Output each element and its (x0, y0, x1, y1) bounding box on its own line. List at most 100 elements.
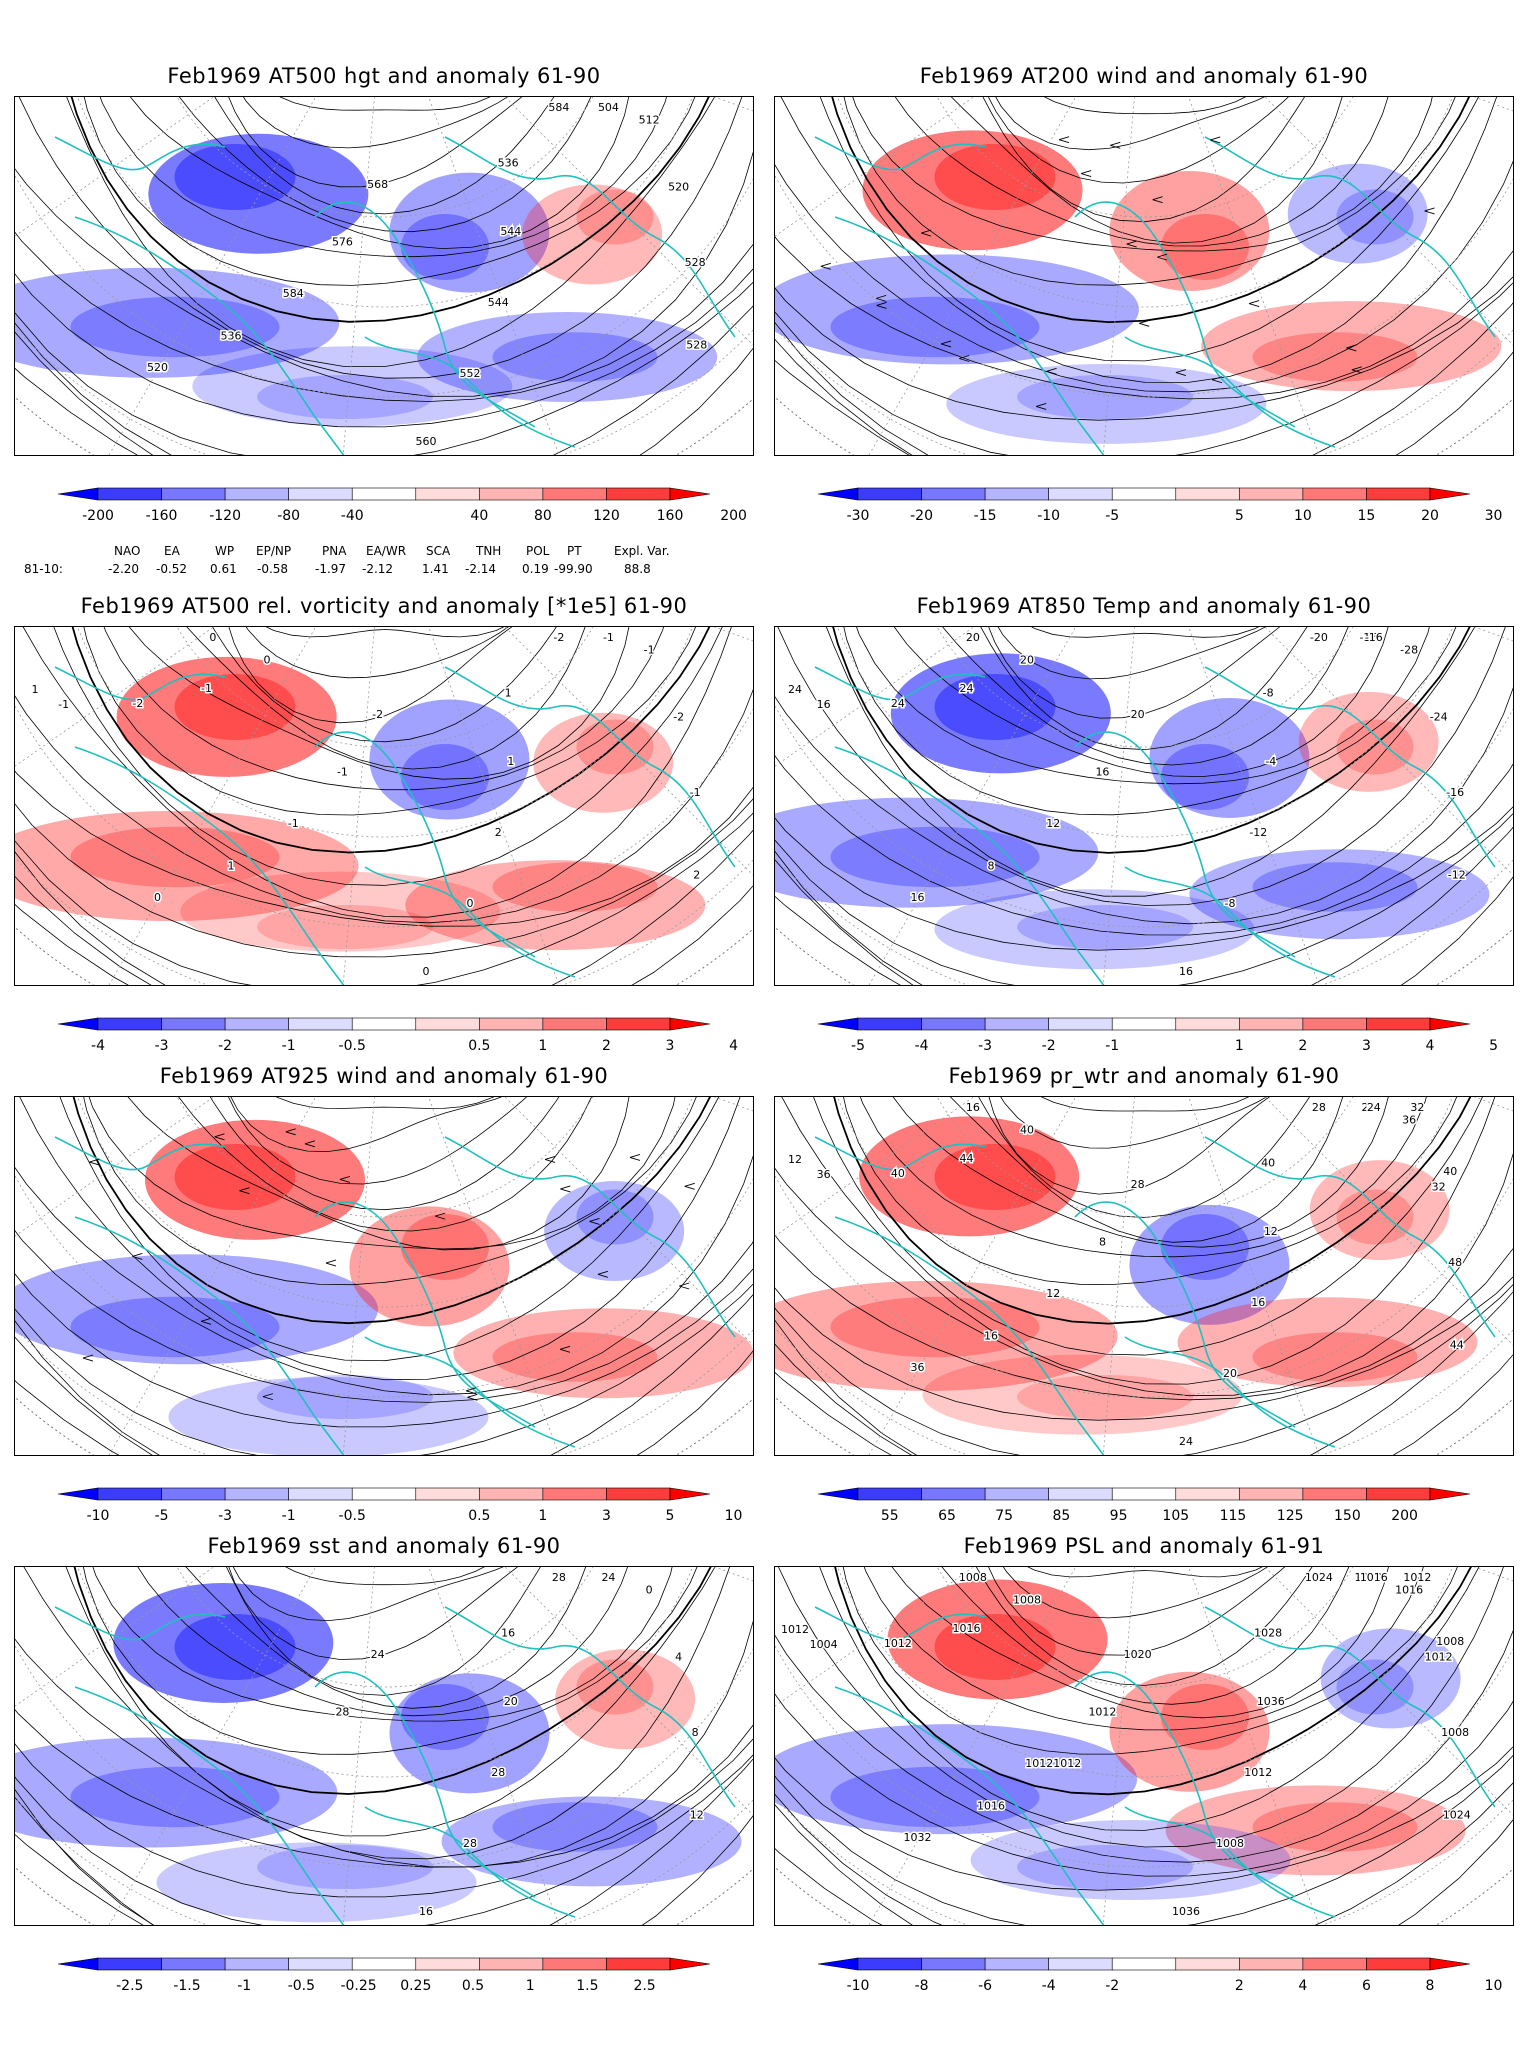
coastline (834, 1216, 1106, 1455)
contour-label: 36 (1402, 1113, 1416, 1126)
contour-label: 1024 (1305, 1571, 1333, 1584)
contour-label: 1012 (1244, 1766, 1272, 1779)
colorbar-swatch (415, 487, 480, 501)
contour-label: -28 (1400, 643, 1418, 656)
anomaly-shading (401, 1684, 489, 1750)
contour-line (835, 1567, 1477, 1755)
anomaly-shading (1161, 1684, 1249, 1750)
contour-label: 8 (988, 860, 995, 873)
colorbar-swatch (1302, 487, 1367, 501)
contour-line (980, 627, 1337, 680)
contour-label: 1012 (1088, 1706, 1116, 1719)
anomaly-shading (1252, 1332, 1418, 1382)
colorbar-extend-low (817, 1487, 859, 1501)
contour-label: 40 (891, 1167, 905, 1180)
contour-label: 32 (1432, 1180, 1446, 1193)
contour-label: 1024 (1443, 1809, 1471, 1822)
coastline (74, 1216, 346, 1455)
colorbar-tick-label: -30 (847, 508, 870, 524)
colorbar-swatch (224, 1957, 289, 1971)
contour-line (855, 1567, 1398, 1719)
colorbar-swatch (1048, 1017, 1113, 1031)
wind-arrow (1080, 170, 1092, 178)
anomaly-shading (257, 1845, 433, 1889)
contour-label: 504 (598, 101, 619, 114)
colorbar-tick-label: 150 (1334, 1508, 1361, 1524)
colorbar-swatch (542, 487, 607, 501)
colorbar-swatch (479, 1487, 544, 1501)
anomaly-shading (1161, 744, 1249, 810)
contour-label: 20 (1020, 654, 1034, 667)
wind-arrow (1110, 141, 1121, 149)
coastline (1124, 1806, 1336, 1918)
colorbar-tick-label: -6 (978, 1978, 992, 1994)
contour-label: 560 (415, 435, 436, 448)
colorbar-tick-label: -5 (1105, 508, 1119, 524)
contour-line (227, 97, 543, 111)
anomaly-shading (576, 1189, 654, 1245)
anomaly-shading (15, 267, 340, 378)
contour-line (74, 97, 715, 286)
contour-label: 20 (504, 1695, 518, 1708)
latitude-gridline (904, 97, 1386, 218)
contour-label: 528 (685, 256, 706, 269)
index-value: -0.58 (257, 562, 289, 576)
colorbar-tick-label: -1 (282, 1508, 296, 1524)
anomaly-shading (830, 296, 1040, 358)
coastline (1124, 866, 1336, 978)
index-value: 0.19 (522, 562, 549, 576)
contour-line (75, 1567, 717, 1755)
colorbar-swatch (857, 487, 922, 501)
contour-label: 2 (693, 869, 700, 882)
longitude-gridline (384, 627, 753, 699)
colorbar-extend-high (1429, 1487, 1471, 1501)
colorbar-tick-label: 2 (1235, 1978, 1244, 1994)
contour-label: 528 (686, 339, 707, 352)
contour-line (843, 1097, 1439, 1258)
panel-hgt500: Feb1969 AT500 hgt and anomaly 61-90 584 5… (14, 64, 754, 584)
teleconnection-indices: 81-10: NAO EA WP EP/NP PNA EA/WR SCA TNH… (14, 540, 754, 580)
contour-line (958, 97, 1356, 184)
anomaly-shading (775, 1280, 1118, 1391)
colorbar-swatch (415, 1487, 480, 1501)
wind-arrow (876, 294, 887, 302)
index-value: 88.8 (624, 562, 651, 576)
wind-arrow (940, 340, 952, 348)
coastline (834, 1686, 1106, 1925)
contour-line (775, 97, 1513, 393)
colorbar-tick-label: -3 (155, 1038, 169, 1054)
coastline (814, 1606, 986, 1641)
contour-line (15, 627, 753, 958)
contour-label: 584 (283, 287, 304, 300)
index-value: -2.14 (465, 562, 497, 576)
colorbar-tick-label: -5 (155, 1508, 169, 1524)
colorbar-swatch (161, 487, 226, 501)
colorbar-swatch (984, 1957, 1049, 1971)
colorbar-swatch (1175, 1017, 1240, 1031)
contour-line (219, 97, 572, 149)
contour-label: 1028 (1254, 1627, 1282, 1640)
contour-label: 28 (491, 1766, 505, 1779)
colorbar-swatch (1239, 1957, 1304, 1971)
contour-line (965, 627, 1362, 719)
anomaly-shading (349, 1206, 510, 1327)
contour-line (15, 97, 753, 379)
coastline (814, 136, 986, 171)
panel-title: Feb1969 PSL and anomaly 61-91 (963, 1534, 1325, 1558)
wind-arrow (239, 1187, 250, 1195)
index-value: -2.20 (108, 562, 140, 576)
anomaly-shading (1165, 1785, 1466, 1876)
contour-label: 24 (788, 683, 802, 696)
colorbar-swatch (542, 1017, 607, 1031)
contour-line (206, 1567, 604, 1660)
colorbar-swatch (351, 1017, 417, 1031)
contour-line (775, 97, 1513, 400)
contour-line (15, 1097, 753, 1381)
contour-label: 16 (817, 698, 831, 711)
anomaly-shading (1017, 905, 1193, 949)
wind-arrow (132, 1252, 143, 1260)
colorbar: -2.5 -1.5 -1 -0.5 -0.25 0.25 0.5 1 1.5 2.5 (57, 1957, 711, 2014)
contour-line (15, 97, 753, 402)
contour-line (775, 627, 1513, 951)
index-name: PNA (322, 544, 347, 558)
